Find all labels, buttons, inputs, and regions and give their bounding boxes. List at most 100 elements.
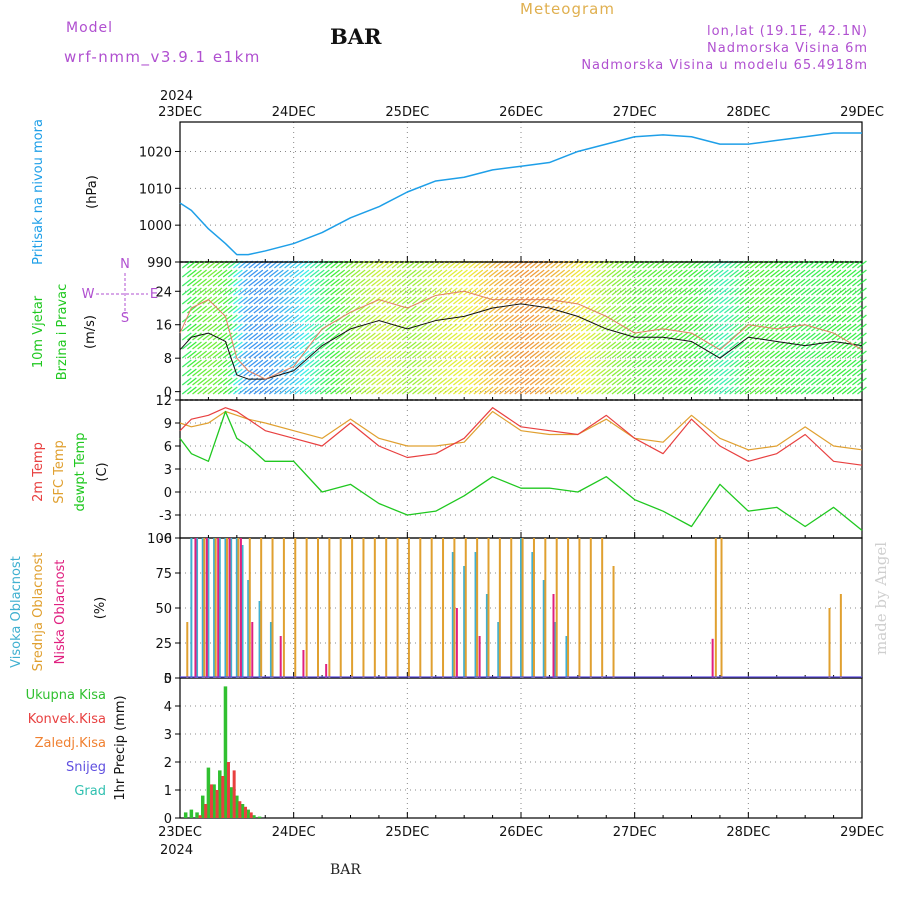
wind-barb xyxy=(437,332,448,341)
wind-barb xyxy=(785,386,796,395)
wind-barb xyxy=(499,350,509,359)
wind-barb xyxy=(698,377,709,386)
wind-barb xyxy=(662,278,673,287)
wind-barb xyxy=(857,269,867,278)
wind-barb xyxy=(560,359,571,368)
wind-barb xyxy=(238,278,248,287)
wind-barb xyxy=(642,350,653,359)
wind-barb xyxy=(545,386,555,395)
wind-barb xyxy=(371,350,381,359)
wind-barb xyxy=(463,368,473,377)
wind-barb xyxy=(447,323,458,332)
wind-barb xyxy=(427,386,438,395)
y-tick-label: -3 xyxy=(159,509,172,524)
y-tick-label: -6 xyxy=(159,532,172,547)
wind-barb xyxy=(637,332,647,341)
wind-barb xyxy=(529,296,540,305)
y-tick-label: 1000 xyxy=(139,219,172,234)
wind-barb xyxy=(616,377,627,386)
wind-barb xyxy=(601,368,612,377)
wind-barb xyxy=(795,260,806,269)
wind-barb xyxy=(524,386,535,395)
precip-bar xyxy=(183,812,188,818)
wind-barb xyxy=(759,368,770,377)
wind-barb xyxy=(611,296,622,305)
wind-barb xyxy=(217,305,228,314)
wind-barb xyxy=(340,269,351,278)
wind-barb xyxy=(770,341,780,350)
wind-barb xyxy=(360,332,371,341)
wind-barb xyxy=(289,341,300,350)
wind-barb xyxy=(580,359,591,368)
wind-barb xyxy=(631,359,642,368)
wind-barb xyxy=(452,368,463,377)
wind-barb xyxy=(248,368,259,377)
wind-barb xyxy=(585,332,596,341)
wind-barb xyxy=(739,332,750,341)
wind-barb xyxy=(821,296,832,305)
wind-barb xyxy=(273,296,284,305)
wind-barb xyxy=(831,314,842,323)
wind-barb xyxy=(514,341,525,350)
wind-barb xyxy=(309,350,320,359)
wind-barb xyxy=(273,332,284,341)
wind-barb xyxy=(754,350,765,359)
wind-barb xyxy=(836,305,847,314)
wind-barb xyxy=(672,359,683,368)
wind-barb xyxy=(575,368,586,377)
wind-barb xyxy=(729,305,739,314)
wind-barb xyxy=(304,377,315,386)
wind-barb xyxy=(268,341,279,350)
wind-barb xyxy=(749,269,760,278)
wind-barb xyxy=(386,332,397,341)
wind-barb xyxy=(539,332,550,341)
wind-barb xyxy=(289,368,300,377)
wind-barb xyxy=(672,287,683,296)
wind-barb xyxy=(412,296,422,305)
wind-barb xyxy=(299,341,310,350)
wind-barb xyxy=(841,296,852,305)
wind-barb xyxy=(335,368,346,377)
wind-barb xyxy=(729,386,739,395)
wind-barb xyxy=(243,305,254,314)
wind-barb xyxy=(478,278,489,287)
wind-barb xyxy=(534,377,545,386)
wind-barb xyxy=(764,368,775,377)
wind-barb xyxy=(217,287,228,296)
wind-barb xyxy=(846,350,857,359)
wind-barb xyxy=(243,386,254,395)
wind-barb xyxy=(222,296,233,305)
wind-barb xyxy=(734,314,745,323)
wind-barb xyxy=(519,359,530,368)
wind-barb xyxy=(724,377,734,386)
wind-barb xyxy=(693,314,704,323)
y-tick-label: 75 xyxy=(155,567,172,582)
wind-barb xyxy=(703,323,714,332)
wind-barb xyxy=(212,359,223,368)
wind-barb xyxy=(744,350,755,359)
wind-barb xyxy=(391,341,402,350)
wind-barb xyxy=(851,386,862,395)
wind-barb xyxy=(248,386,259,395)
wind-barb xyxy=(678,278,688,287)
wind-barb xyxy=(468,350,479,359)
wind-barb xyxy=(826,314,837,323)
wind-barb xyxy=(381,305,392,314)
precip-bar xyxy=(206,767,211,818)
wind-barb xyxy=(606,386,617,395)
wind-barb xyxy=(263,386,274,395)
wind-barb xyxy=(524,323,535,332)
wind-barb xyxy=(238,314,248,323)
y-tick-label: 25 xyxy=(155,637,172,652)
wind-barb xyxy=(366,269,376,278)
wind-barb xyxy=(401,359,412,368)
wind-barb xyxy=(207,287,218,296)
wind-barb xyxy=(662,269,673,278)
wind-barb xyxy=(345,296,356,305)
wind-barb xyxy=(688,368,699,377)
wind-barb xyxy=(473,377,484,386)
wind-barb xyxy=(698,323,709,332)
wind-barb xyxy=(294,296,305,305)
wind-barb xyxy=(417,332,427,341)
wind-barb xyxy=(504,278,514,287)
